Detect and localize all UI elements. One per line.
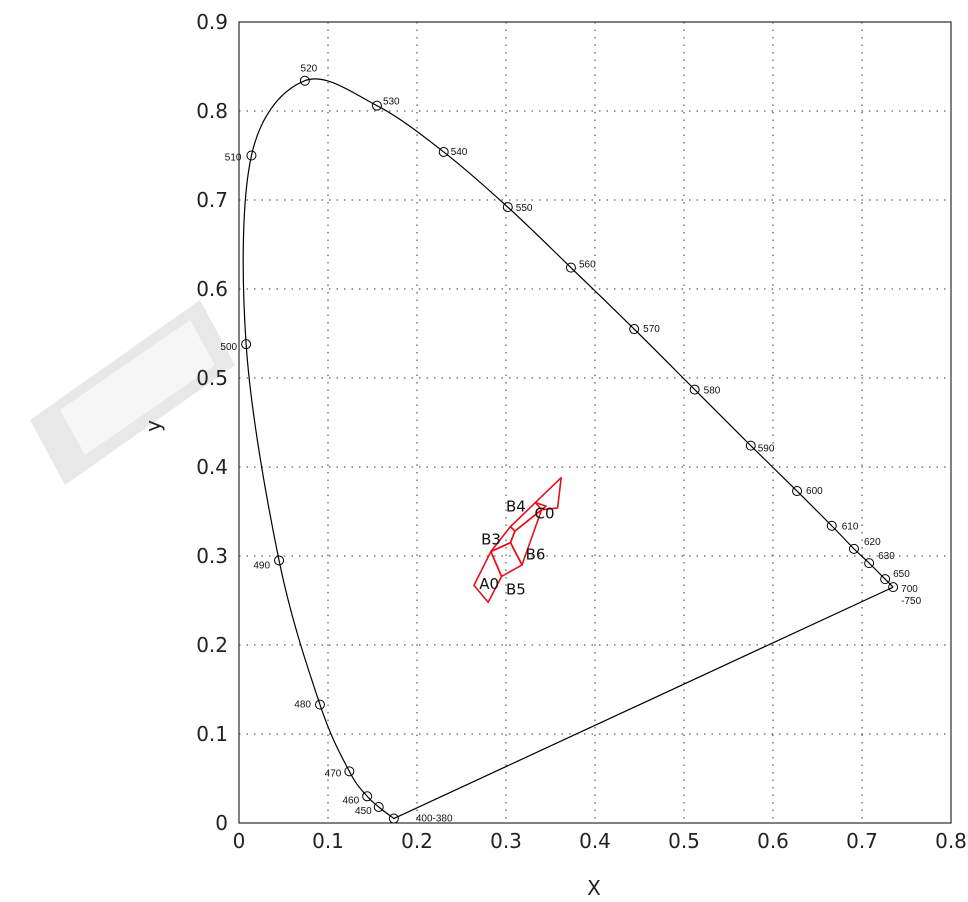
wavelength-marker — [629, 324, 640, 335]
region-label: B5 — [506, 580, 526, 598]
wavelength-marker — [299, 75, 310, 86]
wavelength-label: 580 — [704, 386, 721, 397]
wavelength-marker — [373, 801, 384, 812]
wavelength-label: 540 — [451, 147, 468, 158]
wavelength-label: 700 -750 — [901, 584, 921, 607]
wavelength-marker — [388, 813, 399, 824]
x-tick-label: 0.4 — [579, 829, 611, 853]
y-tick-label: 0.2 — [196, 633, 228, 657]
region-label: B4 — [506, 498, 526, 516]
y-tick-label: 0.5 — [196, 366, 228, 390]
watermark-shape — [30, 300, 235, 485]
wavelength-label: 500 — [220, 342, 237, 353]
region-label: A0 — [479, 575, 499, 593]
wavelength-label: 400-380 — [416, 814, 453, 825]
wavelength-marker — [371, 100, 382, 111]
wavelength-marker — [792, 486, 803, 497]
y-tick-label: 0.3 — [196, 544, 228, 568]
wavelength-label: 560 — [579, 260, 596, 271]
y-tick-label: 0.4 — [196, 455, 228, 479]
x-tick-label: 0.5 — [668, 829, 700, 853]
region-label: C0 — [534, 505, 554, 523]
wavelength-marker — [745, 440, 756, 451]
wavelength-label: 470 — [325, 768, 342, 779]
wavelength-marker — [438, 146, 449, 157]
y-tick-label: 0.6 — [196, 277, 228, 301]
x-tick-label: 0 — [233, 829, 246, 853]
locus-line — [242, 78, 894, 820]
wavelength-label: 510 — [225, 153, 242, 164]
wavelength-marker — [689, 384, 700, 395]
wavelength-label: 550 — [516, 203, 533, 214]
wavelength-label: 490 — [253, 560, 270, 571]
wavelength-label: 590 — [758, 444, 775, 455]
color-regions: A0 B5 B3 B6 B4 C0 — [473, 476, 562, 604]
wavelength-label: 610 — [842, 522, 859, 533]
wavelength-label: 530 — [383, 97, 400, 108]
wavelength-marker — [502, 202, 513, 213]
wavelength-label: 480 — [294, 700, 311, 711]
region-label: B3 — [481, 530, 501, 548]
wavelength-label: 460 — [342, 795, 359, 806]
wavelength-marker — [344, 766, 355, 777]
grid — [239, 22, 951, 823]
x-axis-label: X — [587, 876, 601, 900]
wavelength-label: 600 — [806, 486, 823, 497]
y-tick-label: 0.7 — [196, 188, 228, 212]
x-tick-label: 0.6 — [757, 829, 789, 853]
x-tick-label: 0.8 — [935, 829, 967, 853]
wavelength-marker — [848, 543, 859, 554]
wavelength-marker — [241, 339, 252, 350]
wavelength-marker — [880, 574, 891, 585]
wavelength-label: 620 — [864, 537, 881, 548]
x-tick-label: 0.3 — [490, 829, 522, 853]
x-tick-label: 0.7 — [846, 829, 878, 853]
wavelength-marker — [888, 582, 899, 593]
wavelength-marker — [826, 520, 837, 531]
wavelength-marker — [565, 262, 576, 273]
x-tick-label: 0.2 — [401, 829, 433, 853]
wavelength-label: 450 — [355, 806, 372, 817]
y-tick-label: 0.8 — [196, 99, 228, 123]
wavelength-label: 570 — [643, 324, 660, 335]
wavelength-label: 650 — [893, 569, 910, 580]
x-tick-label: 0.1 — [312, 829, 344, 853]
region-c0 — [534, 476, 562, 511]
y-axis-label: y — [141, 420, 165, 432]
wavelength-marker — [274, 555, 285, 566]
axis-ticks: 0 0.1 0.2 0.3 0.4 0.5 0.6 0.7 0.8 0 0.1 0.2 0.3 0.4 0.… — [196, 10, 967, 853]
wavelength-marker — [362, 791, 373, 802]
y-tick-label: 0.9 — [196, 10, 228, 34]
wavelength-label: 520 — [301, 64, 318, 75]
wavelength-marker — [864, 558, 875, 569]
y-tick-label: 0 — [215, 811, 228, 835]
region-label: B6 — [526, 546, 546, 564]
y-tick-label: 0.1 — [196, 722, 228, 746]
region-b4 — [509, 501, 547, 532]
wavelength-marker — [246, 150, 257, 161]
wavelength-marker — [314, 699, 325, 710]
wavelength-label: 630 — [878, 551, 895, 562]
